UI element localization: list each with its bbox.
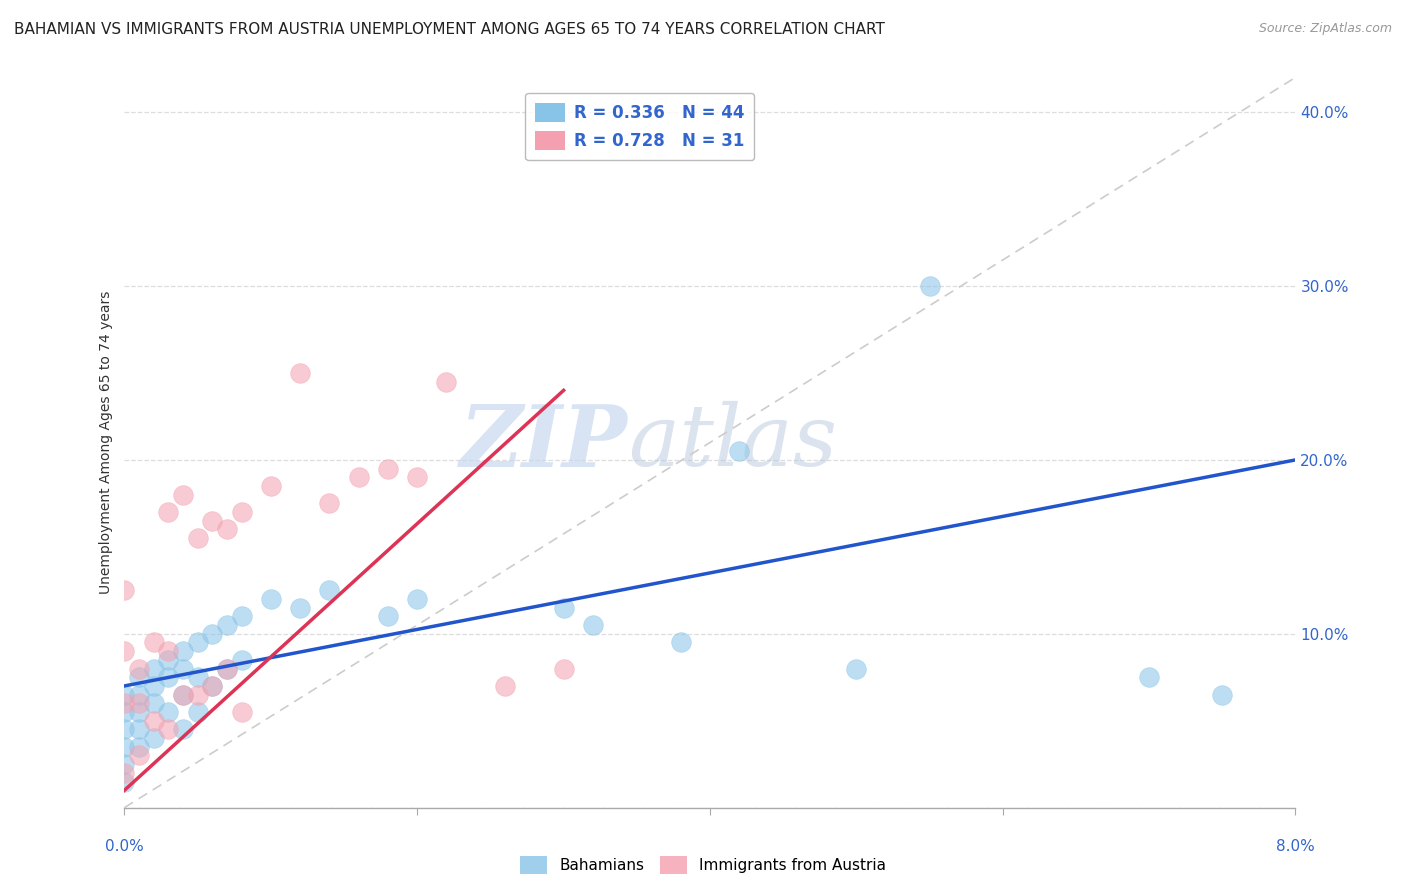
Text: atlas: atlas bbox=[628, 401, 837, 483]
Point bbox=[142, 661, 165, 675]
Point bbox=[157, 644, 180, 658]
Point bbox=[114, 696, 136, 710]
Point bbox=[1211, 688, 1233, 702]
Point bbox=[318, 583, 340, 598]
Point bbox=[128, 748, 150, 763]
Point bbox=[114, 583, 136, 598]
Point bbox=[157, 670, 180, 684]
Text: 0.0%: 0.0% bbox=[105, 838, 143, 854]
Point bbox=[201, 626, 224, 640]
Point bbox=[215, 618, 238, 632]
Point bbox=[114, 774, 136, 789]
Point bbox=[172, 488, 194, 502]
Point bbox=[494, 679, 516, 693]
Point bbox=[172, 644, 194, 658]
Point bbox=[728, 444, 751, 458]
Point bbox=[128, 723, 150, 737]
Point bbox=[187, 635, 209, 649]
Point bbox=[318, 496, 340, 510]
Point bbox=[157, 653, 180, 667]
Point bbox=[142, 731, 165, 745]
Point bbox=[114, 765, 136, 780]
Point bbox=[406, 592, 429, 607]
Point bbox=[157, 505, 180, 519]
Point bbox=[187, 531, 209, 545]
Point bbox=[114, 723, 136, 737]
Point bbox=[215, 661, 238, 675]
Point bbox=[377, 609, 399, 624]
Point bbox=[201, 679, 224, 693]
Point bbox=[172, 688, 194, 702]
Point bbox=[201, 514, 224, 528]
Point bbox=[114, 688, 136, 702]
Text: Source: ZipAtlas.com: Source: ZipAtlas.com bbox=[1258, 22, 1392, 36]
Point bbox=[231, 505, 253, 519]
Point bbox=[157, 723, 180, 737]
Point bbox=[215, 661, 238, 675]
Point bbox=[553, 600, 575, 615]
Point bbox=[406, 470, 429, 484]
Point bbox=[157, 705, 180, 719]
Point bbox=[231, 705, 253, 719]
Legend: R = 0.336   N = 44, R = 0.728   N = 31: R = 0.336 N = 44, R = 0.728 N = 31 bbox=[526, 93, 754, 160]
Point bbox=[172, 661, 194, 675]
Point bbox=[142, 635, 165, 649]
Point bbox=[553, 661, 575, 675]
Point bbox=[231, 653, 253, 667]
Point bbox=[187, 688, 209, 702]
Point bbox=[114, 705, 136, 719]
Point bbox=[260, 592, 283, 607]
Point bbox=[918, 279, 941, 293]
Point bbox=[114, 757, 136, 772]
Text: 8.0%: 8.0% bbox=[1277, 838, 1315, 854]
Point bbox=[172, 688, 194, 702]
Point bbox=[114, 739, 136, 754]
Point bbox=[582, 618, 605, 632]
Point bbox=[260, 479, 283, 493]
Y-axis label: Unemployment Among Ages 65 to 74 years: Unemployment Among Ages 65 to 74 years bbox=[100, 291, 114, 594]
Point bbox=[187, 705, 209, 719]
Point bbox=[669, 635, 692, 649]
Legend: Bahamians, Immigrants from Austria: Bahamians, Immigrants from Austria bbox=[513, 850, 893, 880]
Point bbox=[1137, 670, 1160, 684]
Point bbox=[231, 609, 253, 624]
Point bbox=[128, 688, 150, 702]
Point bbox=[128, 696, 150, 710]
Point bbox=[142, 696, 165, 710]
Point bbox=[128, 739, 150, 754]
Point bbox=[172, 723, 194, 737]
Point bbox=[215, 523, 238, 537]
Point bbox=[347, 470, 370, 484]
Point bbox=[436, 375, 458, 389]
Point bbox=[288, 366, 311, 380]
Point bbox=[288, 600, 311, 615]
Point bbox=[845, 661, 868, 675]
Text: ZIP: ZIP bbox=[460, 401, 628, 484]
Point bbox=[128, 670, 150, 684]
Point bbox=[128, 661, 150, 675]
Point bbox=[128, 705, 150, 719]
Point bbox=[187, 670, 209, 684]
Point bbox=[201, 679, 224, 693]
Point bbox=[142, 679, 165, 693]
Point bbox=[377, 461, 399, 475]
Text: BAHAMIAN VS IMMIGRANTS FROM AUSTRIA UNEMPLOYMENT AMONG AGES 65 TO 74 YEARS CORRE: BAHAMIAN VS IMMIGRANTS FROM AUSTRIA UNEM… bbox=[14, 22, 884, 37]
Point bbox=[142, 714, 165, 728]
Point bbox=[114, 644, 136, 658]
